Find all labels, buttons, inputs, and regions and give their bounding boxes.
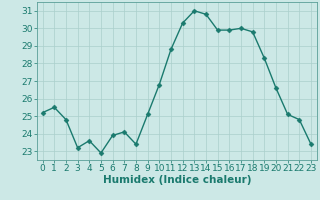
X-axis label: Humidex (Indice chaleur): Humidex (Indice chaleur) xyxy=(102,175,251,185)
